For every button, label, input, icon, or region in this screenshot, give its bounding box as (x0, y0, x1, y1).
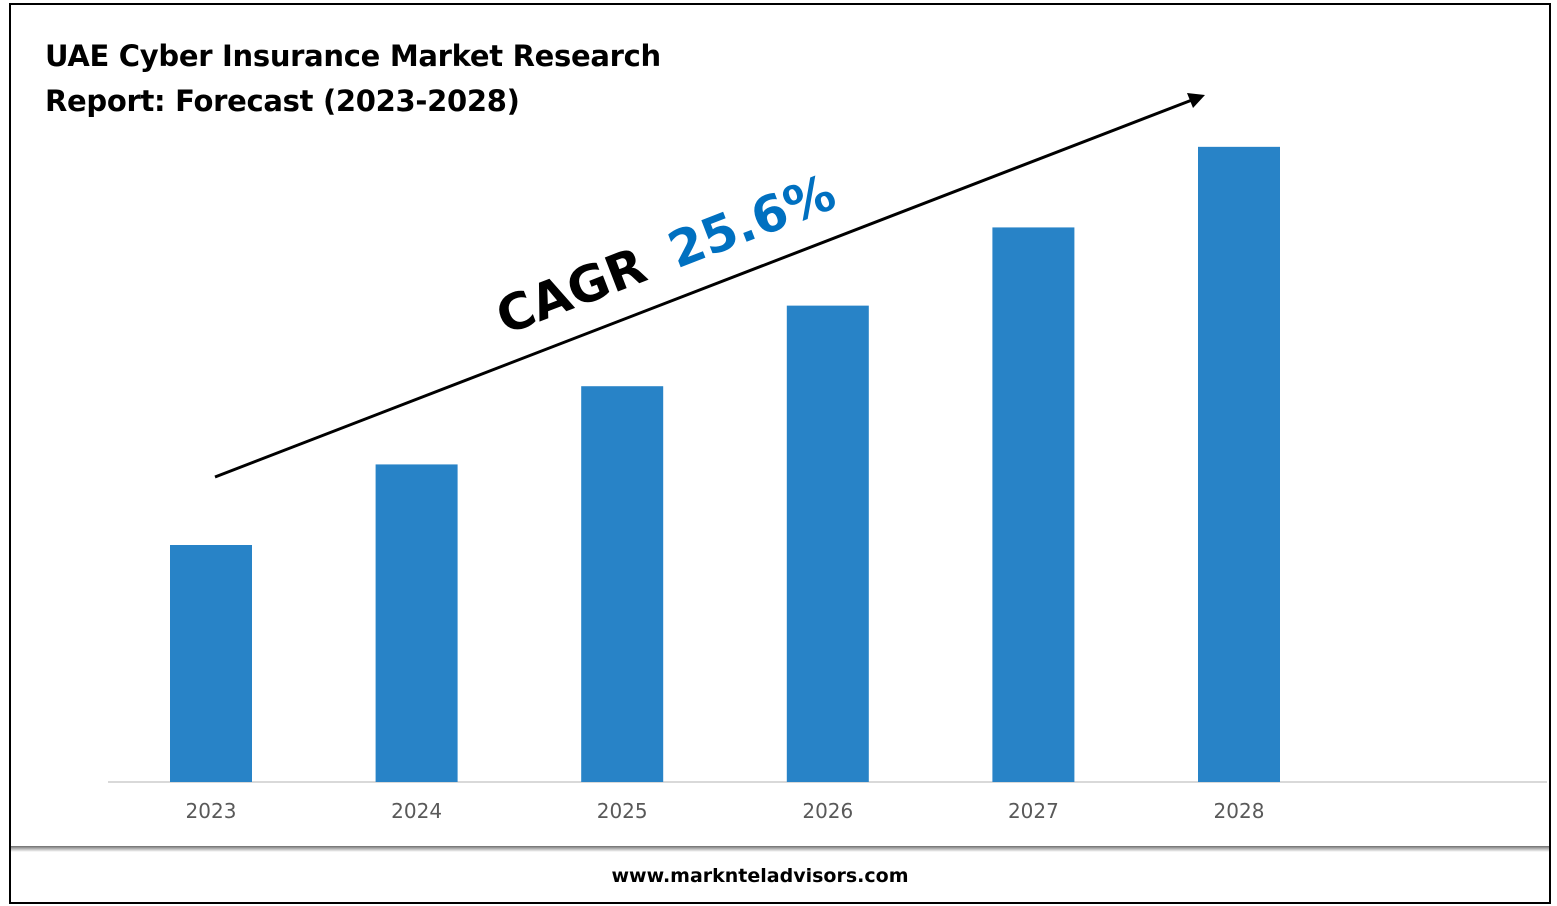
bar-2026 (786, 305, 869, 782)
title-line-1: UAE Cyber Insurance Market Research (45, 39, 661, 73)
footer-separator (11, 846, 1549, 852)
cagr-label: CAGR (488, 236, 653, 346)
x-tick-label: 2026 (802, 799, 853, 823)
chart-frame (9, 3, 1551, 904)
cagr-value: 25.6% (660, 163, 843, 280)
title-line-2: Report: Forecast (2023-2028) (45, 84, 520, 118)
bar-2023 (170, 545, 252, 782)
x-tick-label: 2023 (186, 799, 237, 823)
bar-2025 (581, 386, 664, 782)
bar-2027 (992, 227, 1075, 783)
x-tick-label: 2025 (597, 799, 648, 823)
x-tick-label: 2027 (1008, 799, 1059, 823)
bar-2024 (375, 464, 458, 782)
x-tick-label: 2024 (391, 799, 442, 823)
x-tick-label: 2028 (1214, 799, 1265, 823)
chart-title: UAE Cyber Insurance Market Research Repo… (45, 34, 661, 124)
cagr-arrow (214, 98, 1193, 479)
footer-url: www.marknteladvisors.com (611, 865, 909, 887)
arrow-head-icon (1187, 93, 1205, 108)
bar-2028 (1198, 146, 1280, 783)
